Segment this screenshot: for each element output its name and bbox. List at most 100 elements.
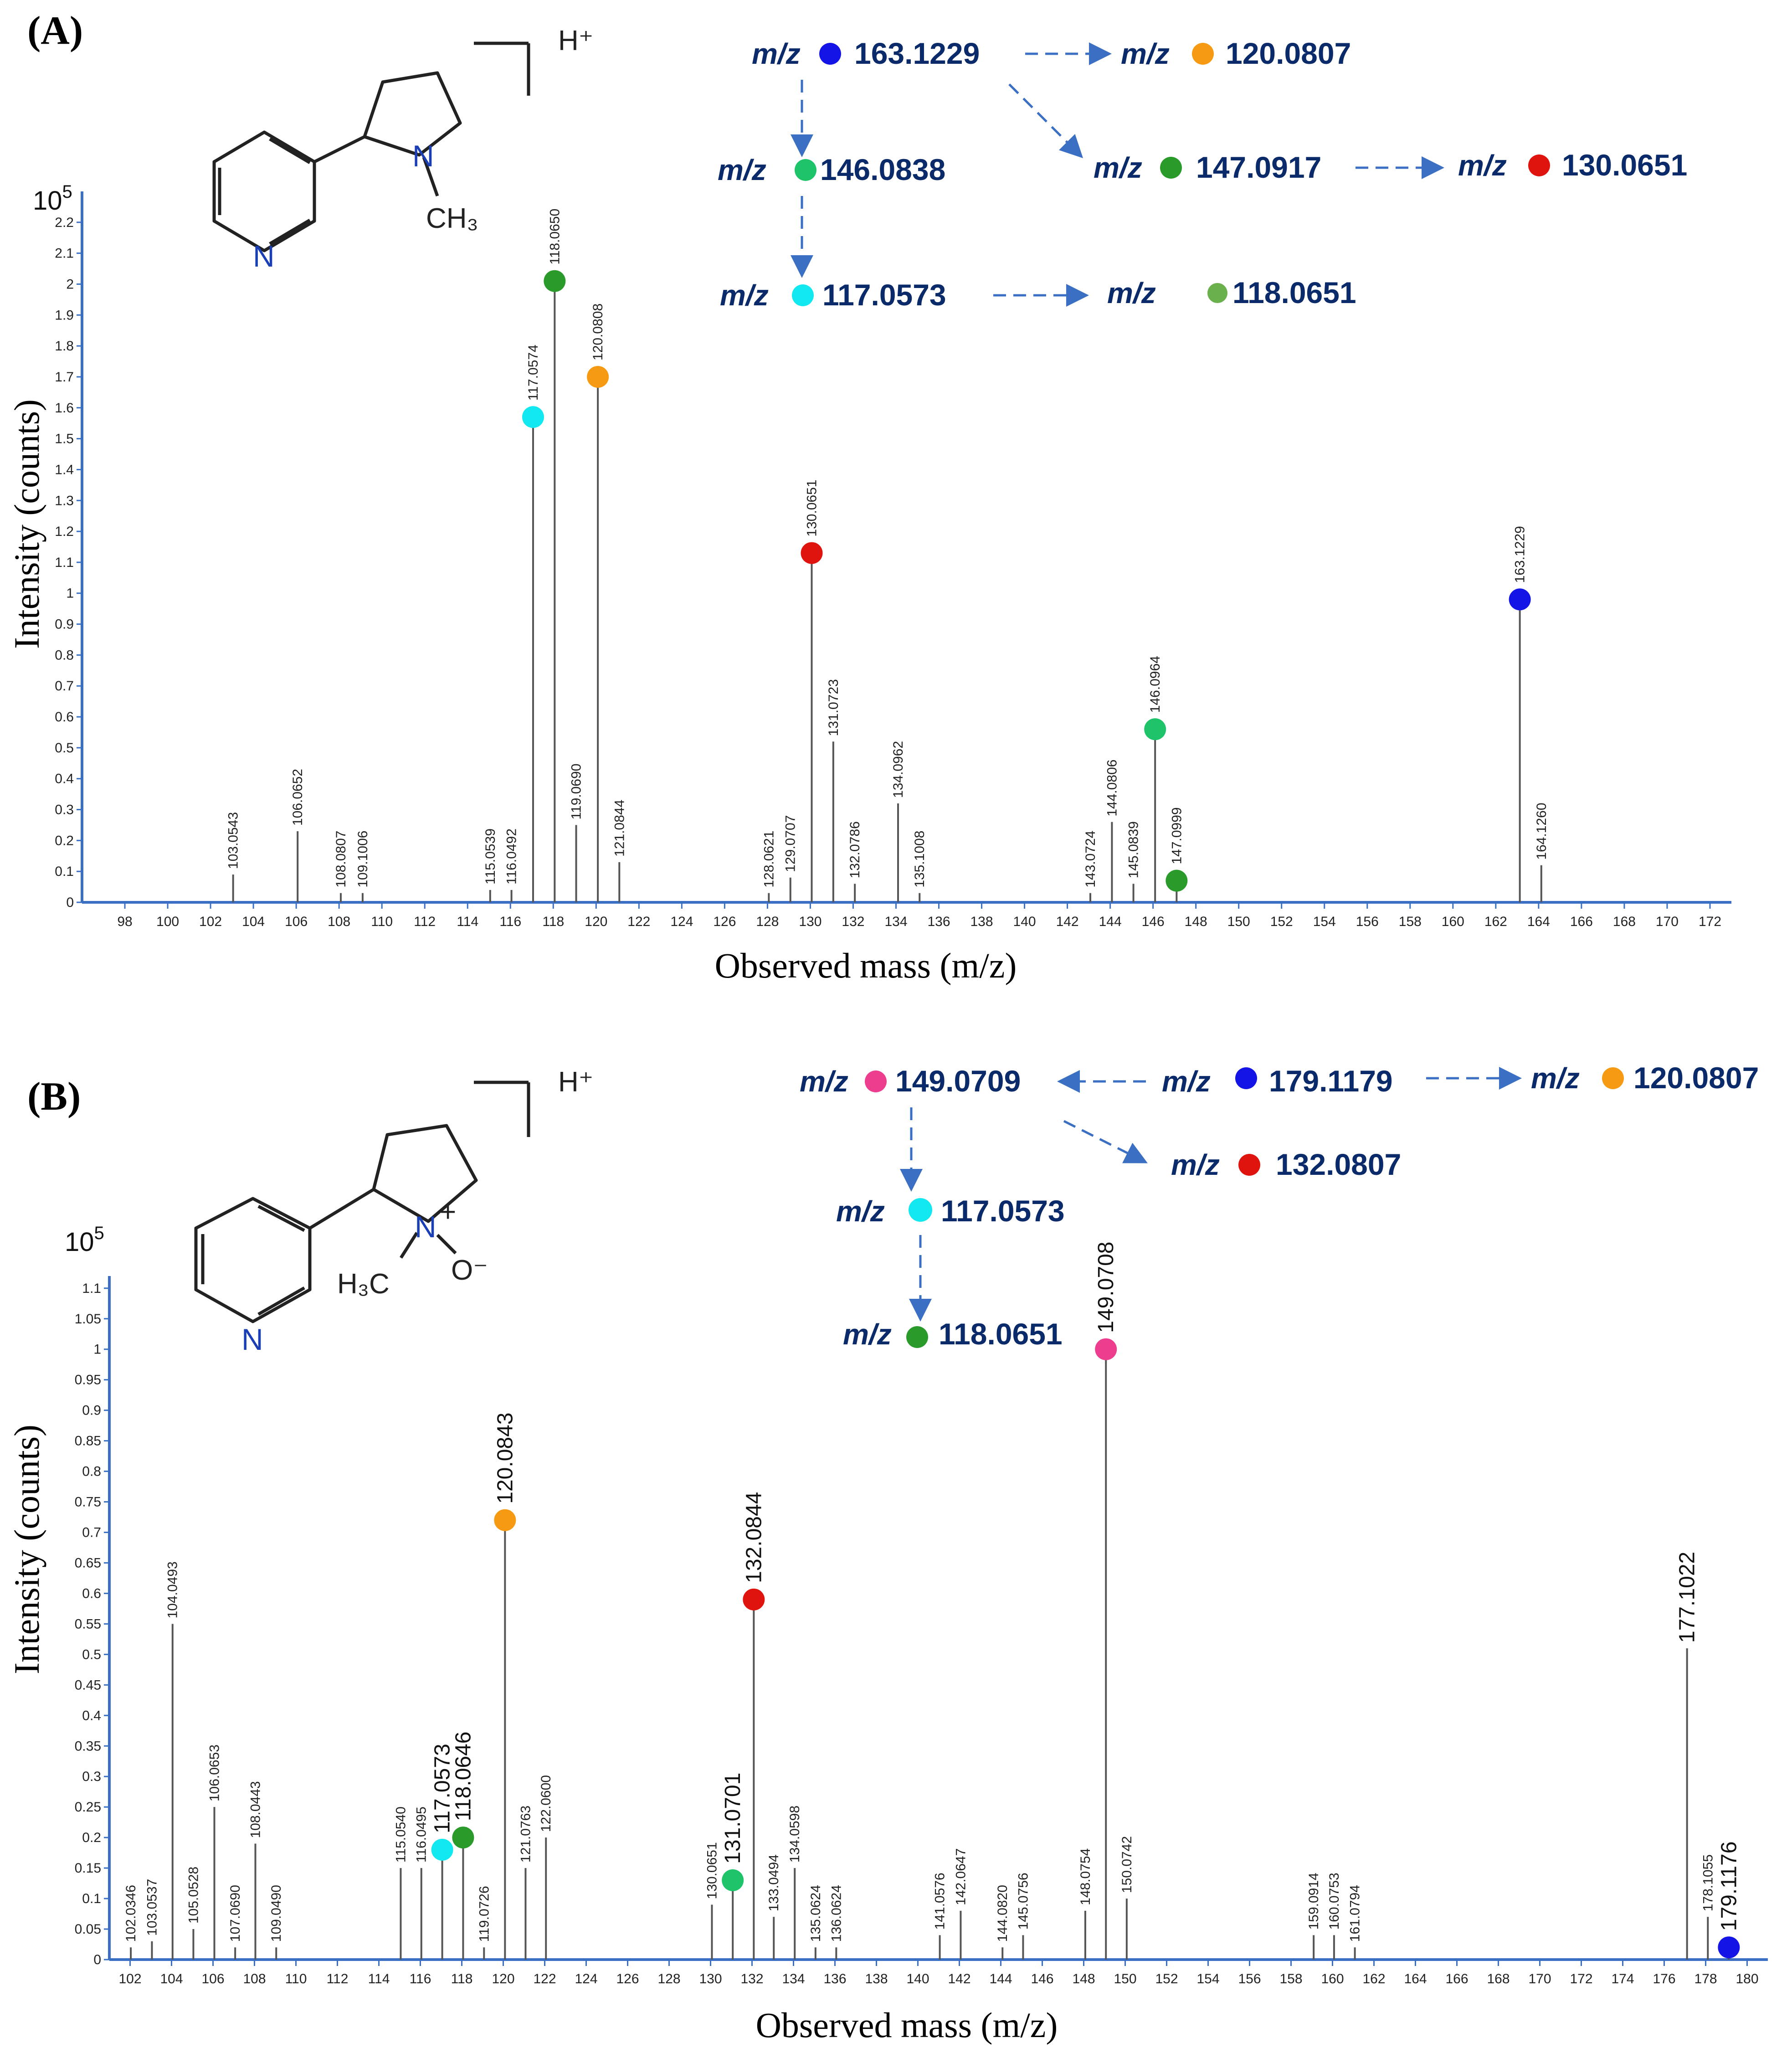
dot-green-icon	[906, 1326, 928, 1348]
y-tick-label: 0.5	[55, 741, 74, 756]
x-tick-label: 102	[118, 1971, 141, 1986]
peak-marker-cyan-icon	[431, 1838, 453, 1861]
peak-marker-orange-icon	[494, 1509, 516, 1531]
svg-text:m/z: m/z	[1531, 1062, 1580, 1095]
peak-label: 163.1229	[1513, 526, 1528, 583]
x-tick-label: 174	[1611, 1971, 1634, 1986]
x-tick-label: 172	[1570, 1971, 1592, 1986]
fragmentation-scheme-a: m/z 163.1229 m/z 120.0807 m/z 146.0838 m…	[718, 36, 1687, 312]
x-tick-label: 116	[410, 1971, 431, 1986]
scheme-node: m/z 118.0651	[843, 1317, 1063, 1351]
x-tick-label: 148	[1185, 914, 1207, 929]
x-tick-label: 146	[1142, 914, 1165, 929]
scheme-node: m/z 117.0573	[836, 1194, 1065, 1228]
y-tick-label: 1.2	[55, 524, 74, 539]
svg-text:179.1179: 179.1179	[1269, 1064, 1393, 1098]
n-plus-charge: +	[440, 1196, 456, 1228]
peak: 106.0653	[207, 1744, 222, 1960]
peak: 134.0962	[891, 741, 906, 902]
x-tick-label: 138	[865, 1971, 888, 1986]
peak: 106.0652	[290, 769, 305, 902]
peak-label: 103.0543	[226, 812, 241, 869]
peak: 107.0690	[228, 1885, 243, 1960]
x-tick-label: 116	[499, 914, 521, 929]
x-tick-label: 162	[1362, 1971, 1385, 1986]
panel-a: (A) N N CH₃ H⁺ m/z 163.1229 m/z	[7, 9, 1731, 985]
peak-label: 121.0763	[518, 1806, 533, 1863]
peak-label: 106.0652	[290, 769, 305, 826]
x-ticks-a: 98 100 102 104 106 108 110 112 114 116 118 120 122 12…	[117, 902, 1721, 929]
peaks-a: 103.0543 106.0652 108.0807 109.1006 115.0539…	[226, 209, 1549, 902]
y-tick-label: 0.9	[55, 617, 74, 632]
peak: 109.1006	[355, 831, 370, 902]
x-tick-label: 110	[285, 1971, 307, 1986]
scheme-node: m/z 147.0917	[1094, 150, 1321, 184]
methyl-label: CH₃	[426, 203, 478, 234]
peak: 177.1022	[1675, 1552, 1700, 1960]
peak: 116.0495	[414, 1806, 429, 1960]
peak: 119.0726	[477, 1886, 492, 1960]
peak-label: 115.0540	[393, 1806, 408, 1863]
peak-marker-orange-icon	[587, 365, 609, 388]
y-tick-label: 1	[66, 586, 74, 601]
x-tick-label: 156	[1238, 1971, 1261, 1986]
x-tick-label: 124	[575, 1971, 597, 1986]
x-tick-label: 132	[740, 1971, 763, 1986]
x-tick-label: 120	[585, 914, 607, 929]
x-tick-label: 170	[1656, 914, 1679, 929]
y-axis-title-a: Intensity (counts)	[7, 399, 46, 649]
x-tick-label: 150	[1227, 914, 1250, 929]
peak-marker-cyan-icon	[522, 406, 544, 428]
x-tick-label: 158	[1399, 914, 1422, 929]
y-tick-label: 0.25	[75, 1800, 101, 1815]
x-tick-label: 124	[670, 914, 693, 929]
dot-lightgreen-icon	[1207, 283, 1227, 303]
x-tick-label: 114	[368, 1971, 390, 1986]
peak: 121.0763	[518, 1806, 533, 1960]
x-tick-label: 130	[799, 914, 822, 929]
x-tick-label: 146	[1031, 1971, 1053, 1986]
peak-label: 141.0576	[933, 1873, 948, 1930]
x-tick-label: 148	[1072, 1971, 1095, 1986]
svg-text:m/z: m/z	[1171, 1148, 1220, 1181]
nicotine-structure: N N CH₃ H⁺	[212, 25, 594, 273]
peak-label: 143.0724	[1083, 831, 1098, 888]
svg-text:m/z: m/z	[800, 1065, 848, 1098]
peak: 146.0964	[1144, 656, 1166, 902]
x-tick-label: 176	[1653, 1971, 1675, 1986]
x-tick-label: 112	[327, 1971, 349, 1986]
peak: 115.0540	[393, 1806, 408, 1960]
peak-marker-blue-icon	[1718, 1936, 1740, 1959]
dot-green-icon	[1160, 157, 1182, 179]
x-tick-label: 118	[451, 1971, 473, 1986]
peak-label: 108.0807	[334, 831, 349, 888]
peak: 164.1260	[1534, 803, 1549, 902]
peak: 150.0742	[1119, 1836, 1135, 1960]
peak-label: 119.0726	[477, 1886, 492, 1942]
peak-marker-red-icon	[801, 542, 823, 564]
peak-marker-blue-icon	[1509, 588, 1531, 611]
svg-text:m/z: m/z	[718, 154, 766, 186]
x-tick-label: 154	[1196, 1971, 1219, 1986]
peak: 118.0646	[451, 1732, 475, 1960]
h-plus-label: H⁺	[558, 25, 594, 57]
peak-label: 147.0999	[1169, 807, 1184, 864]
peak: 145.0756	[1016, 1873, 1031, 1960]
peak: 143.0724	[1083, 831, 1098, 902]
peak-label: 146.0964	[1148, 656, 1163, 713]
peak: 135.0624	[808, 1885, 823, 1960]
peak-label: 119.0690	[569, 764, 584, 820]
svg-text:117.0573: 117.0573	[941, 1194, 1065, 1228]
peak-label: 150.0742	[1119, 1836, 1135, 1893]
x-tick-label: 104	[242, 914, 265, 929]
peak: 179.1176	[1717, 1842, 1741, 1960]
y-tick-label: 0.35	[75, 1739, 101, 1754]
svg-text:m/z: m/z	[1121, 37, 1170, 70]
peak-label: 104.0493	[165, 1561, 180, 1618]
peak-label: 159.0914	[1306, 1873, 1321, 1930]
svg-text:130.0651: 130.0651	[1562, 148, 1687, 182]
peak-label: 145.0756	[1016, 1873, 1031, 1930]
x-axis-title-b: Observed mass (m/z)	[756, 2005, 1058, 2045]
peak: 142.0647	[953, 1848, 968, 1960]
x-tick-label: 168	[1487, 1971, 1510, 1986]
